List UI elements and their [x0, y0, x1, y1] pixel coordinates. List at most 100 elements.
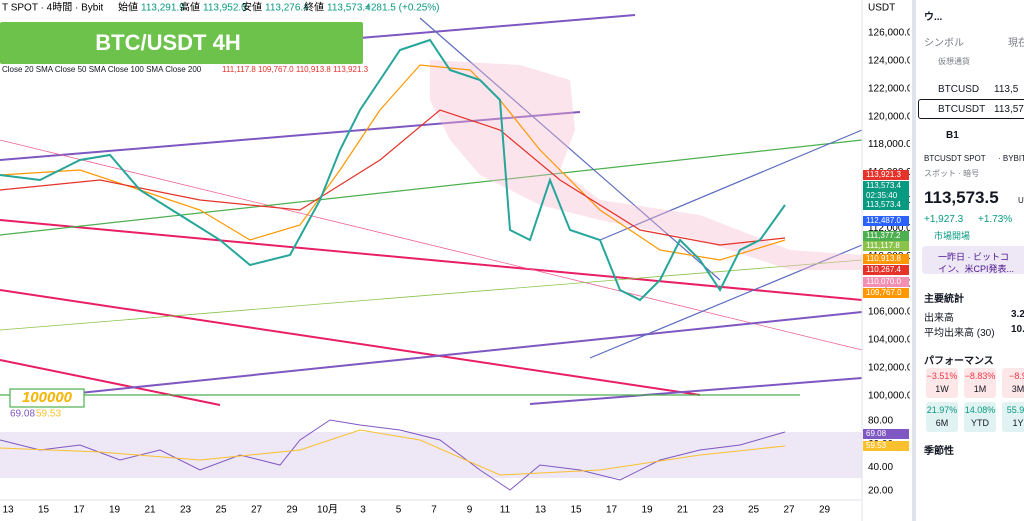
- rsi-tick: 80.00: [868, 416, 893, 427]
- date-tick: 27: [251, 505, 263, 516]
- stat-value: 10.8: [1011, 324, 1024, 335]
- perf-value: −3.51%: [926, 371, 958, 381]
- price-tick: 102,000.0: [868, 362, 910, 373]
- perf-cell: 21.97% 6M: [926, 402, 958, 432]
- news: 一昨日 · ビットコ: [938, 252, 1009, 262]
- perf-cell: −3.51% 1W: [926, 368, 958, 398]
- perf-period: YTD: [971, 418, 989, 428]
- stat-value: 3.2: [1011, 309, 1024, 320]
- kind: スポット · 暗号: [924, 169, 980, 178]
- perf-cell: −8.9 3M: [1002, 368, 1024, 398]
- date-tick: 19: [641, 505, 653, 516]
- date-tick: 23: [180, 505, 192, 516]
- ohlc-value: 113,573.4: [327, 3, 371, 14]
- symbol-price: 113,5: [994, 84, 1019, 95]
- perf-period: 1Y: [1012, 418, 1024, 428]
- price: 113,573.5: [924, 188, 999, 207]
- stat-label: 出来高: [924, 313, 954, 324]
- symbol-row: BTCUSD: [938, 84, 980, 95]
- date-tick: 23: [712, 505, 724, 516]
- exchange: · BYBIT: [998, 154, 1024, 163]
- price-badge-text: 113,573.4: [866, 200, 902, 209]
- date-tick: 10月: [317, 504, 338, 516]
- ohlc-label: 始値: [118, 1, 138, 14]
- date-tick: 13: [2, 505, 14, 516]
- date-tick: 21: [677, 505, 689, 516]
- price-badge: [863, 170, 909, 180]
- badge: B1: [946, 130, 959, 141]
- date-tick: 21: [144, 505, 156, 516]
- price-badge: [863, 441, 909, 451]
- status: 市場開場: [934, 231, 971, 241]
- rsi-value: 59.53: [36, 409, 61, 420]
- indicators: Close 20 SMA Close 50 SMA Close 100 SMA …: [2, 65, 202, 74]
- price-badge-text: 111,377.2: [866, 231, 901, 240]
- date-tick: 17: [606, 505, 618, 516]
- date-tick: 25: [748, 505, 760, 516]
- price-badge: [863, 200, 909, 210]
- price-badge: [863, 181, 909, 191]
- rsi-value: 69.08: [10, 409, 35, 420]
- price-badge: [863, 241, 909, 251]
- ohlc-label: 高値: [180, 1, 200, 14]
- perf-value: 14.08%: [964, 405, 996, 415]
- symbol: T SPOT · 4時間 · Bybit: [2, 2, 104, 14]
- price-badge: [863, 277, 909, 287]
- price-badge-text: 111,117.8: [866, 241, 900, 250]
- perf-title: パフォーマンス: [924, 356, 994, 367]
- currency: USDT: [868, 3, 895, 14]
- price-badge-text: 110,070.0: [866, 277, 902, 286]
- ohlc-value: 113,952.0: [203, 3, 247, 14]
- price-tick: 126,000.0: [868, 28, 910, 39]
- price-badge: [863, 216, 909, 226]
- date-tick: 15: [570, 505, 582, 516]
- date-tick: 27: [783, 505, 795, 516]
- date-tick: 25: [215, 505, 227, 516]
- news: イン、米CPI発表...: [938, 264, 1014, 274]
- perf-cell: 14.08% YTD: [964, 402, 996, 432]
- price-badge: [863, 191, 909, 201]
- row-box: [918, 99, 1024, 119]
- news-box: [922, 246, 1024, 274]
- perf-cell: −8.83% 1M: [964, 368, 996, 398]
- perf-value: 21.97%: [926, 405, 958, 415]
- price-badge-text: 02:35:40: [866, 191, 898, 200]
- chg: +1,927.3: [924, 214, 964, 225]
- tab: ウ...: [924, 12, 943, 23]
- price-tick: 112,000.0: [868, 223, 910, 234]
- indicator-values: 111,117.8 109,767.0 110,913.8 113,921.3: [222, 65, 369, 74]
- sidebar: ウ... シンボル 現在仮想通貨 BTCUSD 113,5 BTCUSDT 113,573 B…: [912, 0, 1024, 521]
- price-tick: 100,000.0: [868, 390, 910, 401]
- ohlc-value: 113,291.9: [141, 3, 185, 14]
- rsi-tick: 20.00: [868, 486, 893, 497]
- symbol-price: 113,573: [994, 104, 1024, 115]
- price-badge-text: 110,267.4: [866, 265, 902, 274]
- price-tick: 120,000.0: [868, 111, 910, 122]
- rsi-tick: 40.00: [868, 462, 893, 473]
- chart: 100000 T SPOT · 4時間 · Bybit 始値 113,291.9高…: [0, 0, 910, 521]
- season: 季節性: [924, 446, 954, 457]
- date-tick: 29: [819, 505, 831, 516]
- perf-period: 3M: [1011, 384, 1024, 394]
- price-tick: 118,000.0: [868, 139, 910, 150]
- date-tick: 29: [286, 505, 298, 516]
- banner: BTC/USDT 4H: [95, 30, 240, 55]
- change: +281.5 (+0.25%): [365, 3, 440, 14]
- perf-period: 1M: [973, 384, 987, 394]
- price-badge-text: 110,913.8: [866, 254, 902, 263]
- date-tick: 19: [109, 505, 121, 516]
- price-badge: [863, 288, 909, 298]
- price-tick: 104,000.0: [868, 335, 910, 346]
- price-badge-text: 113,573.4: [866, 181, 902, 190]
- date-tick: 15: [38, 505, 50, 516]
- col: シンボル: [924, 38, 964, 49]
- perf-value: −8.83%: [964, 371, 996, 381]
- perf-cell: 55.99 1Y: [1002, 402, 1024, 432]
- group: 仮想通貨: [938, 57, 970, 66]
- perf-value: −8.9: [1009, 371, 1024, 381]
- price-badge: [863, 429, 909, 439]
- price-badge: [863, 254, 909, 264]
- date-tick: 13: [535, 505, 547, 516]
- date-tick: 5: [396, 505, 402, 516]
